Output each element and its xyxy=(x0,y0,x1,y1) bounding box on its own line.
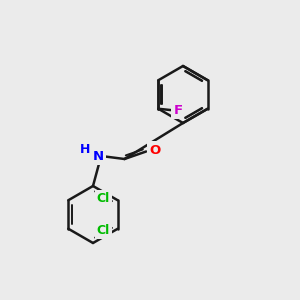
Text: N: N xyxy=(92,149,104,163)
Text: O: O xyxy=(149,143,161,157)
Text: H: H xyxy=(80,143,90,156)
Text: F: F xyxy=(173,104,182,117)
Text: Cl: Cl xyxy=(97,192,110,205)
Text: Cl: Cl xyxy=(97,224,110,237)
